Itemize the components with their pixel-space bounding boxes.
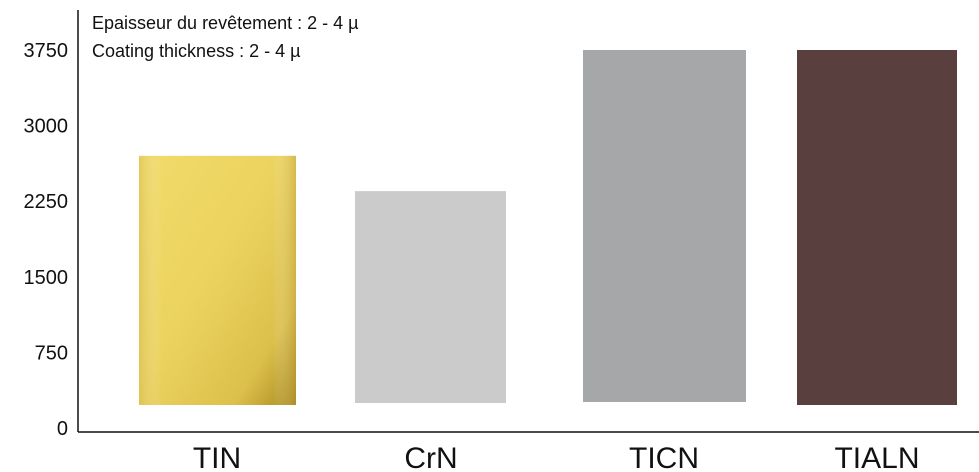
y-axis-ticks: 0 750 1500 2250 3000 3750 [24,40,69,440]
bar-crn [355,191,506,403]
bar-ticn [583,50,746,402]
annotation-fr: Epaisseur du revêtement : 2 - 4 µ [92,13,359,33]
y-tick-label: 750 [35,342,68,364]
y-tick-label: 0 [57,418,68,440]
x-axis-labels: TIN CrN TICN TIALN [193,442,920,472]
y-tick-label: 3000 [24,116,69,138]
x-tick-label-tin: TIN [193,442,241,472]
bar-tin-sheen [139,155,296,405]
y-tick-label: 1500 [24,267,69,289]
annotations: Epaisseur du revêtement : 2 - 4 µ Coatin… [92,13,359,61]
y-tick-label: 2250 [24,191,69,213]
bar-tialn [797,50,957,405]
x-tick-label-ticn: TICN [629,442,699,472]
annotation-en: Coating thickness : 2 - 4 µ [92,41,300,61]
bars [139,50,957,405]
y-tick-label: 3750 [24,40,69,62]
x-tick-label-crn: CrN [404,442,457,472]
x-tick-label-tialn: TIALN [834,442,919,472]
